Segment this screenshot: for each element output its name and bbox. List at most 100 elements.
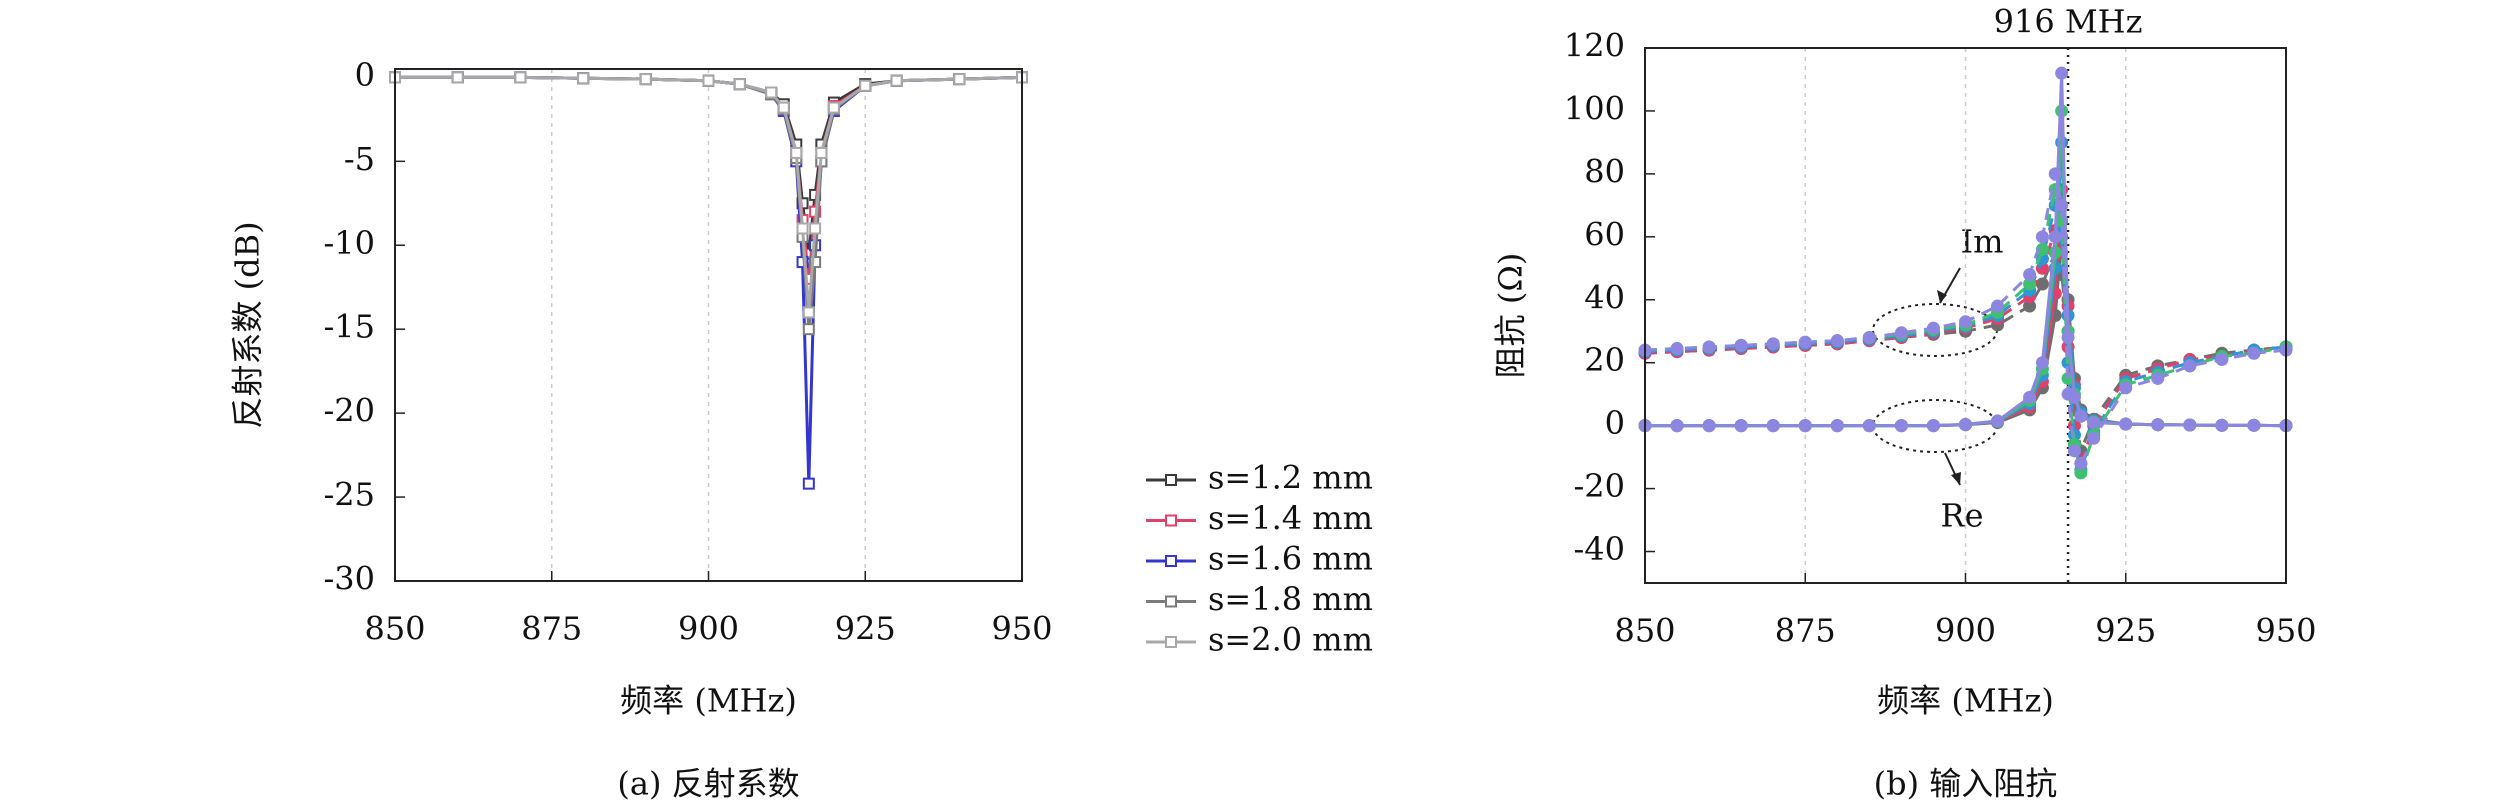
y-tick-label: 20 [1584, 341, 1625, 379]
marker [809, 222, 822, 235]
legend-label: s=2.0 mm [1208, 621, 1373, 659]
marker [2074, 456, 2088, 470]
marker [2151, 371, 2165, 385]
marker [827, 101, 840, 114]
marker [790, 146, 803, 159]
x-tick-label: 850 [1614, 612, 1675, 650]
marker [1670, 419, 1684, 433]
marker [2067, 390, 2081, 404]
x-tick-label: 875 [1775, 612, 1836, 650]
marker [2087, 416, 2101, 429]
marker [1959, 315, 1972, 329]
y-tick-label: 0 [355, 56, 375, 94]
marker [2247, 346, 2261, 360]
marker [1862, 331, 1876, 345]
marker [2067, 444, 2081, 458]
y-tick-label: 0 [1605, 404, 1625, 442]
y-tick-label: -5 [344, 140, 375, 178]
y-tick-label: -15 [323, 308, 375, 346]
marker [2087, 431, 2101, 445]
marker [777, 101, 790, 114]
marker [1991, 414, 2005, 428]
marker [809, 256, 822, 269]
x-tick-label: 950 [2255, 612, 2316, 650]
y-tick-label: -20 [1573, 467, 1625, 505]
marker [802, 323, 815, 336]
x-tick-label: 925 [2095, 612, 2156, 650]
marker [2048, 167, 2062, 181]
marker [2183, 418, 2197, 432]
marker [1798, 419, 1812, 433]
y-tick-label: -40 [1573, 530, 1625, 568]
marker [1959, 417, 1972, 431]
marker [2074, 409, 2088, 423]
marker [1894, 419, 1908, 433]
caption: (b) 输入阻抗 [1874, 765, 2058, 803]
x-tick-label: 900 [1935, 612, 1996, 650]
series-line [1644, 173, 2287, 467]
marker [1926, 321, 1940, 335]
marker [2055, 66, 2069, 80]
marker [802, 477, 815, 490]
marker [1734, 419, 1748, 433]
x-axis-label: 频率 (MHz) [620, 682, 797, 720]
y-tick-label: -30 [323, 560, 375, 598]
marker [2247, 418, 2261, 432]
marker [765, 86, 778, 99]
x-tick-label: 900 [678, 610, 739, 648]
legend-label: s=1.2 mm [1208, 459, 1373, 497]
y-tick-label: -10 [323, 224, 375, 262]
marker [2023, 390, 2037, 404]
annotation: Im [1961, 223, 2004, 261]
caption: (a) 反射系数 [617, 765, 799, 803]
im-arrowhead [1937, 290, 1947, 303]
marker [815, 146, 828, 159]
x-tick-label: 950 [991, 610, 1052, 648]
marker [639, 73, 652, 86]
y-tick-label: 80 [1584, 152, 1625, 190]
annotation: Re [1940, 497, 1983, 535]
plot-frame [394, 68, 1023, 582]
legend-marker [1165, 474, 1177, 486]
marker [1830, 334, 1844, 348]
marker [1734, 338, 1748, 352]
marker [2119, 381, 2133, 395]
legend-label: s=1.8 mm [1208, 580, 1373, 618]
legend-marker [1165, 595, 1177, 608]
y-axis-label: 反射系数 (dB) [229, 221, 267, 428]
x-tick-label: 875 [521, 610, 582, 648]
marker [1991, 299, 2005, 313]
marker [451, 71, 464, 84]
y-axis-label: 阻抗 (Ω) [1492, 253, 1530, 379]
marker [796, 222, 809, 235]
marker [1894, 326, 1908, 340]
marker [2183, 359, 2197, 373]
y-tick-label: -25 [323, 476, 375, 514]
marker [1798, 335, 1812, 349]
marker [2035, 230, 2049, 244]
marker [2119, 417, 2133, 431]
legend-label: s=1.6 mm [1208, 540, 1373, 578]
legend-label: s=1.4 mm [1208, 499, 1373, 537]
marker [2023, 268, 2037, 282]
marker [1766, 337, 1780, 351]
marker [890, 74, 903, 87]
legend-marker [1165, 636, 1177, 648]
legend-marker [1165, 555, 1177, 567]
marker [2215, 418, 2229, 432]
marker [2035, 242, 2049, 256]
marker [2061, 331, 2075, 345]
legend-marker [1165, 514, 1177, 527]
marker [514, 71, 527, 84]
marker [733, 78, 746, 91]
y-tick-label: 40 [1584, 278, 1625, 316]
marker [2048, 230, 2062, 244]
re-arrowhead [1951, 472, 1961, 485]
marker [1766, 419, 1780, 433]
y-tick-label: 120 [1564, 27, 1625, 65]
marker [1862, 419, 1876, 433]
x-tick-label: 925 [835, 610, 896, 648]
x-axis-label: 频率 (MHz) [1877, 682, 2054, 720]
plot-frame [1644, 47, 2287, 584]
y-tick-label: -20 [323, 392, 375, 430]
